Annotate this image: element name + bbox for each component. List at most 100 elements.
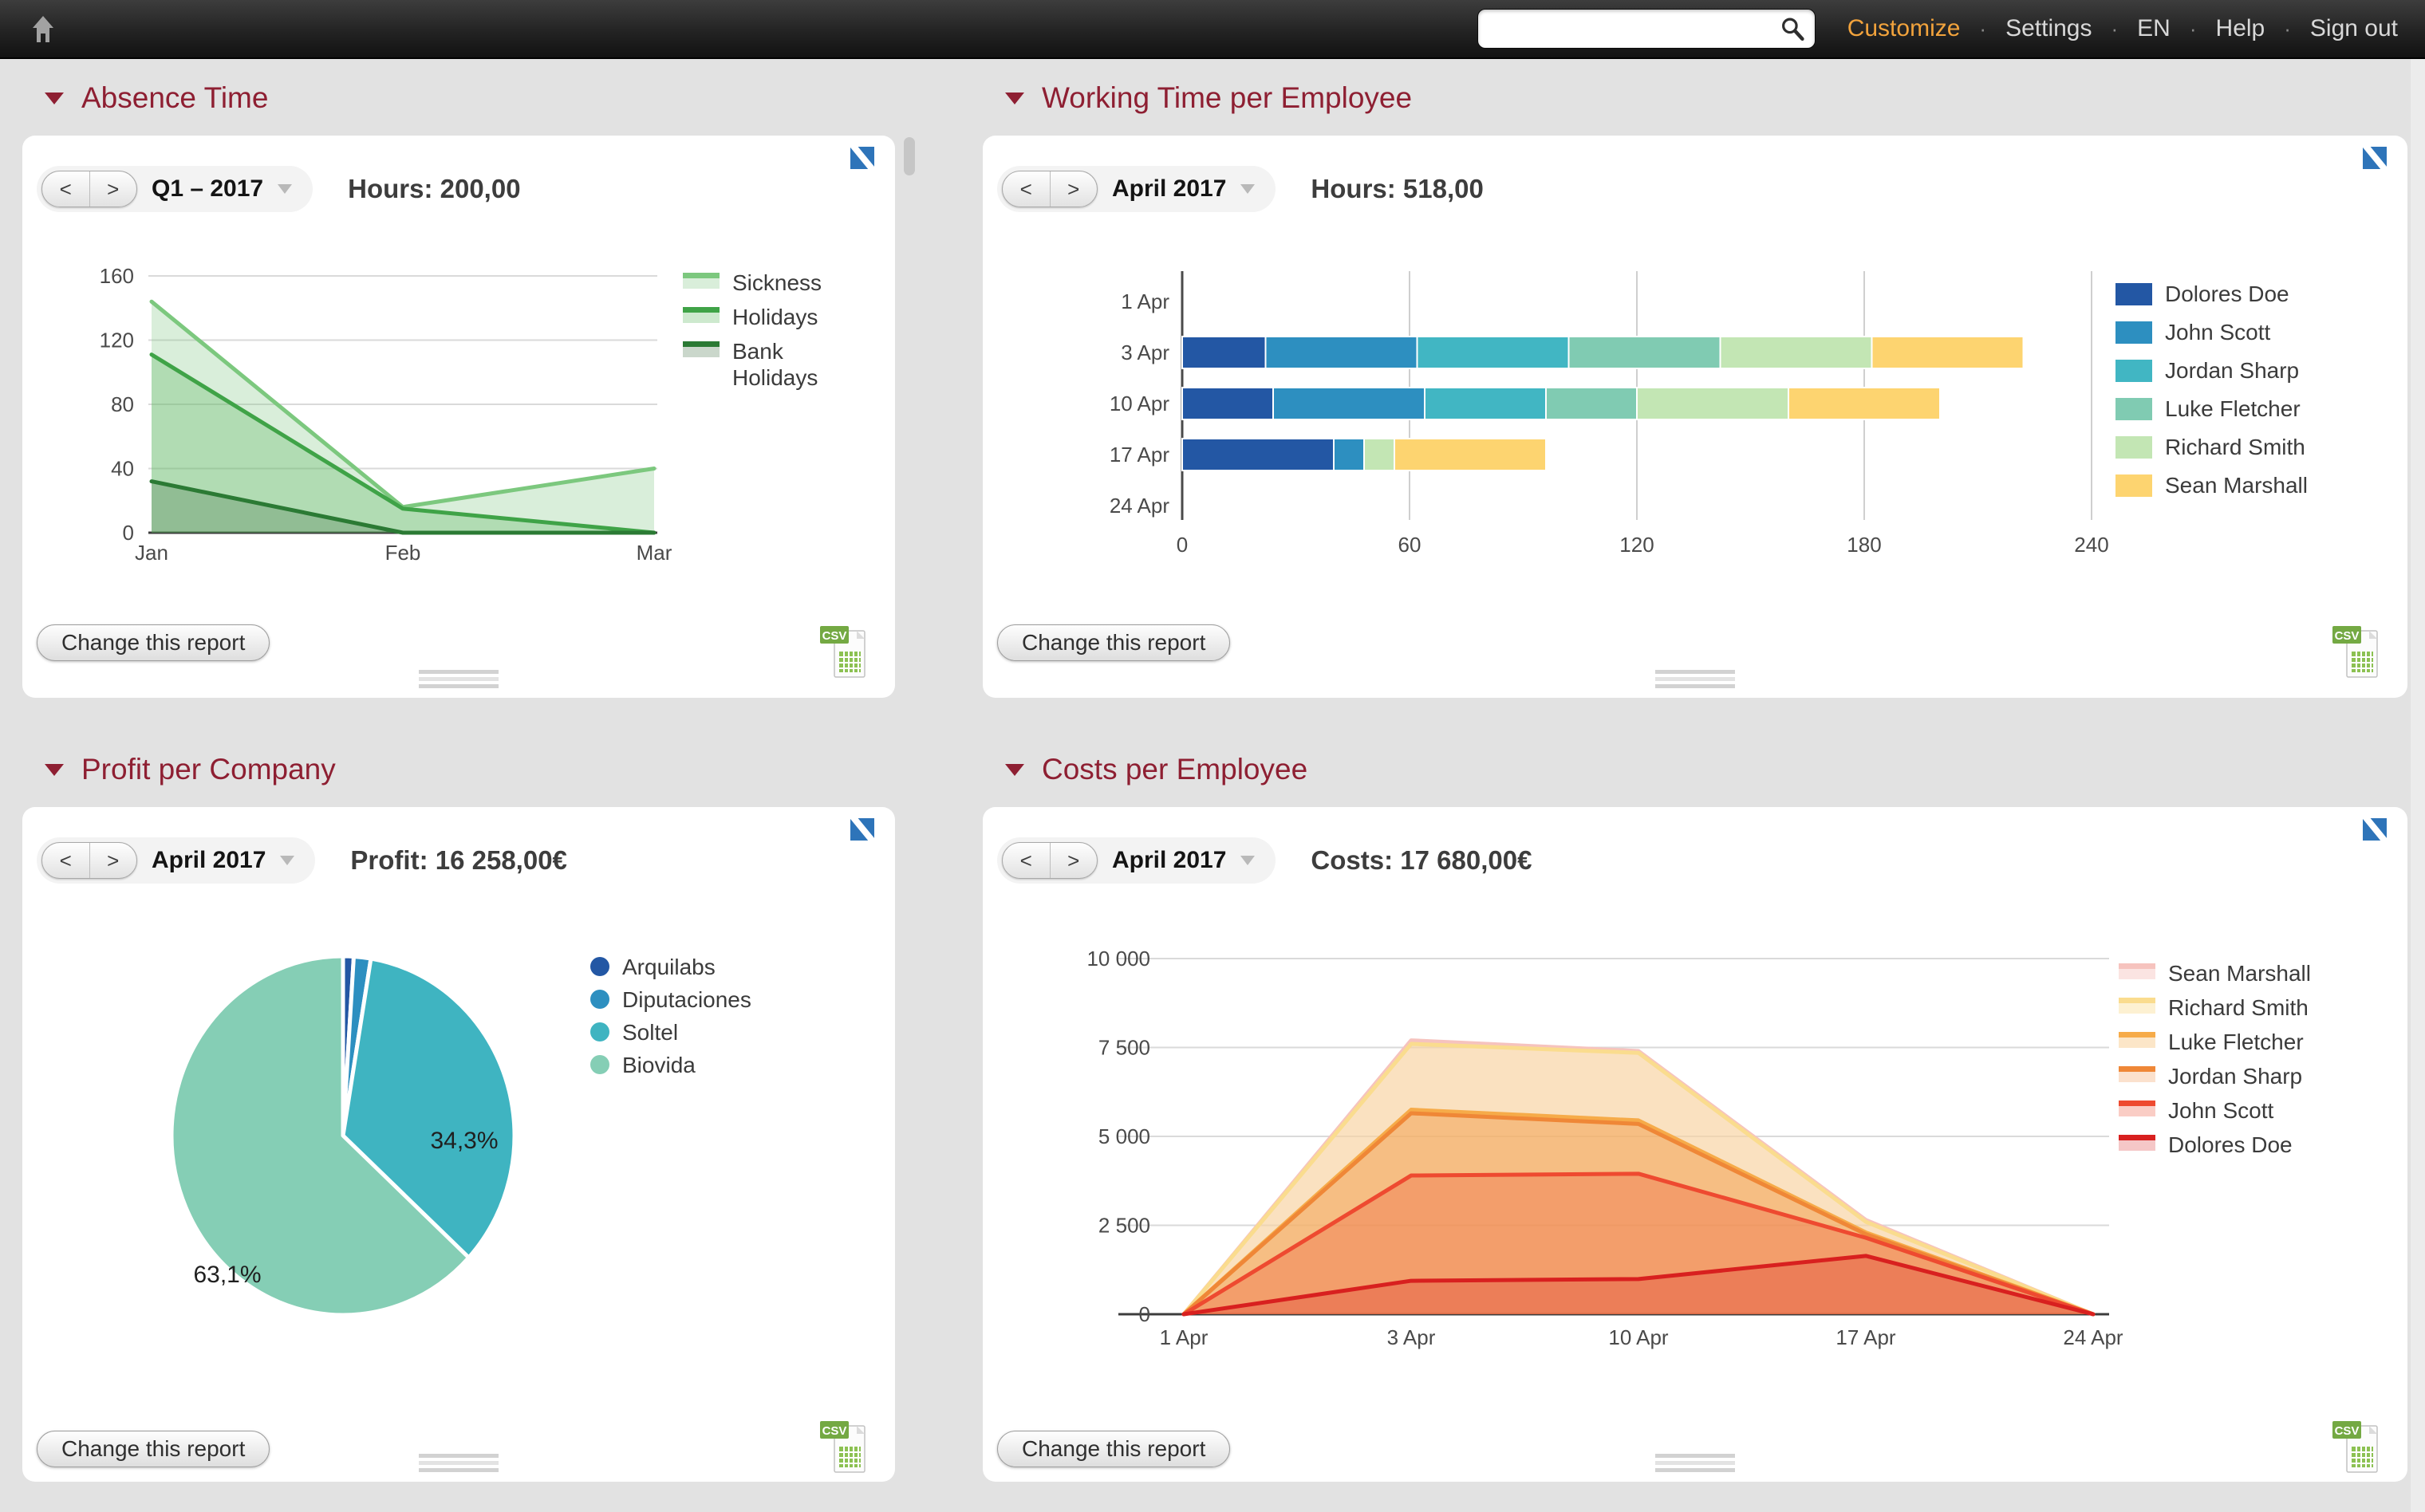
svg-text:Mar: Mar [637, 541, 672, 565]
section-title-costs: Costs per Employee [1005, 753, 1307, 786]
section-title-text: Absence Time [81, 81, 269, 114]
legend-label: Sean Marshall [2168, 961, 2311, 986]
legend-swatch [2115, 398, 2152, 420]
panel-header: < > April 2017 Hours: 518,00 [997, 166, 1484, 212]
home-button[interactable] [27, 11, 59, 46]
period-nav: < > [1002, 842, 1098, 879]
panel-resize-handle[interactable] [1655, 1454, 1735, 1475]
svg-text:0: 0 [123, 521, 134, 545]
prev-period-button[interactable]: < [42, 171, 90, 207]
period-control: < > April 2017 [997, 837, 1276, 884]
panel-resize-handle[interactable] [1655, 670, 1735, 691]
legend-swatch [2119, 1135, 2155, 1151]
legend-swatch [2119, 1101, 2155, 1116]
period-dropdown[interactable]: Q1 – 2017 [152, 175, 264, 202]
panel-stat: Hours: 200,00 [348, 174, 521, 203]
svg-text:5 000: 5 000 [1098, 1124, 1150, 1148]
svg-text:10 000: 10 000 [1086, 947, 1150, 971]
period-nav: < > [41, 171, 137, 207]
column-resize-handle[interactable] [904, 137, 915, 175]
change-report-button[interactable]: Change this report [997, 1431, 1231, 1467]
period-control: < > Q1 – 2017 [37, 166, 313, 212]
prev-period-button[interactable]: < [1003, 171, 1051, 207]
svg-text:0: 0 [1139, 1302, 1150, 1326]
legend-label: Luke Fletcher [2168, 1030, 2304, 1054]
search-box[interactable] [1477, 9, 1816, 49]
next-period-button[interactable]: > [107, 848, 120, 872]
legend-item: Sean Marshall [2115, 472, 2308, 498]
csv-export-icon[interactable]: CSV [820, 624, 868, 680]
legend-label: Richard Smith [2165, 435, 2305, 459]
collapse-triangle-icon[interactable] [1005, 92, 1024, 104]
collapse-triangle-icon[interactable] [45, 92, 64, 104]
expand-icon[interactable] [2363, 147, 2387, 169]
csv-export-icon[interactable]: CSV [820, 1419, 868, 1475]
change-report-button[interactable]: Change this report [37, 624, 270, 661]
panel-stat: Profit: 16 258,00€ [350, 845, 567, 875]
expand-icon[interactable] [850, 818, 874, 841]
period-dropdown[interactable]: April 2017 [1112, 847, 1227, 873]
svg-text:120: 120 [1619, 533, 1654, 557]
svg-text:CSV: CSV [822, 629, 847, 643]
period-nav: < > [41, 842, 137, 879]
legend-item: Luke Fletcher [2115, 396, 2308, 422]
svg-text:180: 180 [1847, 533, 1881, 557]
help-link[interactable]: Help [2215, 15, 2265, 41]
svg-text:0: 0 [1177, 533, 1188, 557]
language-link[interactable]: EN [2137, 15, 2171, 41]
csv-export-icon[interactable]: CSV [2332, 1419, 2380, 1475]
panel-resize-handle[interactable] [419, 670, 499, 691]
legend-item: Arquilabs [590, 954, 751, 980]
legend-label: Biovida [622, 1053, 696, 1077]
panel-resize-handle[interactable] [419, 1454, 499, 1475]
svg-text:60: 60 [1398, 533, 1421, 557]
legend-swatch [590, 957, 609, 976]
settings-link[interactable]: Settings [2005, 15, 2092, 41]
legend-label: Dolores Doe [2168, 1132, 2293, 1157]
legend-label: Diputaciones [622, 987, 751, 1012]
svg-text:3 Apr: 3 Apr [1387, 1325, 1436, 1349]
legend-swatch [683, 273, 720, 289]
legend-item: Biovida [590, 1052, 751, 1078]
chevron-down-icon[interactable] [1240, 184, 1256, 194]
section-title-text: Profit per Company [81, 753, 336, 786]
csv-export-icon[interactable]: CSV [2332, 624, 2380, 680]
prev-period-button[interactable]: < [1003, 843, 1051, 878]
legend-label: John Scott [2168, 1098, 2274, 1123]
change-report-button[interactable]: Change this report [997, 624, 1231, 661]
legend-item: Jordan Sharp [2115, 357, 2308, 384]
customize-link[interactable]: Customize [1847, 15, 1961, 41]
legend-label: John Scott [2165, 320, 2271, 345]
legend-label: Arquilabs [622, 955, 716, 979]
legend-swatch [590, 1055, 609, 1074]
prev-period-button[interactable]: < [42, 843, 90, 878]
chevron-down-icon[interactable] [278, 184, 293, 194]
collapse-triangle-icon[interactable] [45, 763, 64, 776]
legend-item: Sean Marshall [2119, 960, 2311, 986]
legend-label: Sickness [732, 270, 822, 295]
chevron-down-icon[interactable] [280, 856, 295, 865]
legend-label: Bank Holidays [732, 339, 818, 390]
next-period-button[interactable]: > [1067, 176, 1080, 201]
next-period-button[interactable]: > [1067, 848, 1080, 872]
change-report-button[interactable]: Change this report [37, 1431, 270, 1467]
legend-swatch [683, 307, 720, 323]
link-separator: · [2284, 16, 2291, 41]
costs-panel: < > April 2017 Costs: 17 680,00€ 0 2 500 5… [983, 807, 2407, 1482]
search-input[interactable] [1492, 11, 1780, 46]
chevron-down-icon[interactable] [1240, 856, 1256, 865]
svg-text:7 500: 7 500 [1098, 1036, 1150, 1060]
top-navigation-bar: Customize · Settings · EN · Help · Sign … [0, 0, 2425, 59]
svg-text:240: 240 [2074, 533, 2108, 557]
next-period-button[interactable]: > [107, 176, 120, 201]
expand-icon[interactable] [2363, 818, 2387, 841]
collapse-triangle-icon[interactable] [1005, 763, 1024, 776]
expand-icon[interactable] [850, 147, 874, 169]
period-dropdown[interactable]: April 2017 [1112, 175, 1227, 202]
period-dropdown[interactable]: April 2017 [152, 847, 266, 873]
search-icon[interactable] [1780, 15, 1805, 42]
working-time-panel: < > April 2017 Hours: 518,00 0 60 120 180 24… [983, 136, 2407, 698]
working-time-bar-chart: 0 60 120 180 240 1 Apr 3 Apr 10 Apr 17 Apr 24 Apr [1110, 271, 2109, 557]
sign-out-link[interactable]: Sign out [2309, 15, 2398, 41]
section-title-profit: Profit per Company [45, 753, 336, 786]
